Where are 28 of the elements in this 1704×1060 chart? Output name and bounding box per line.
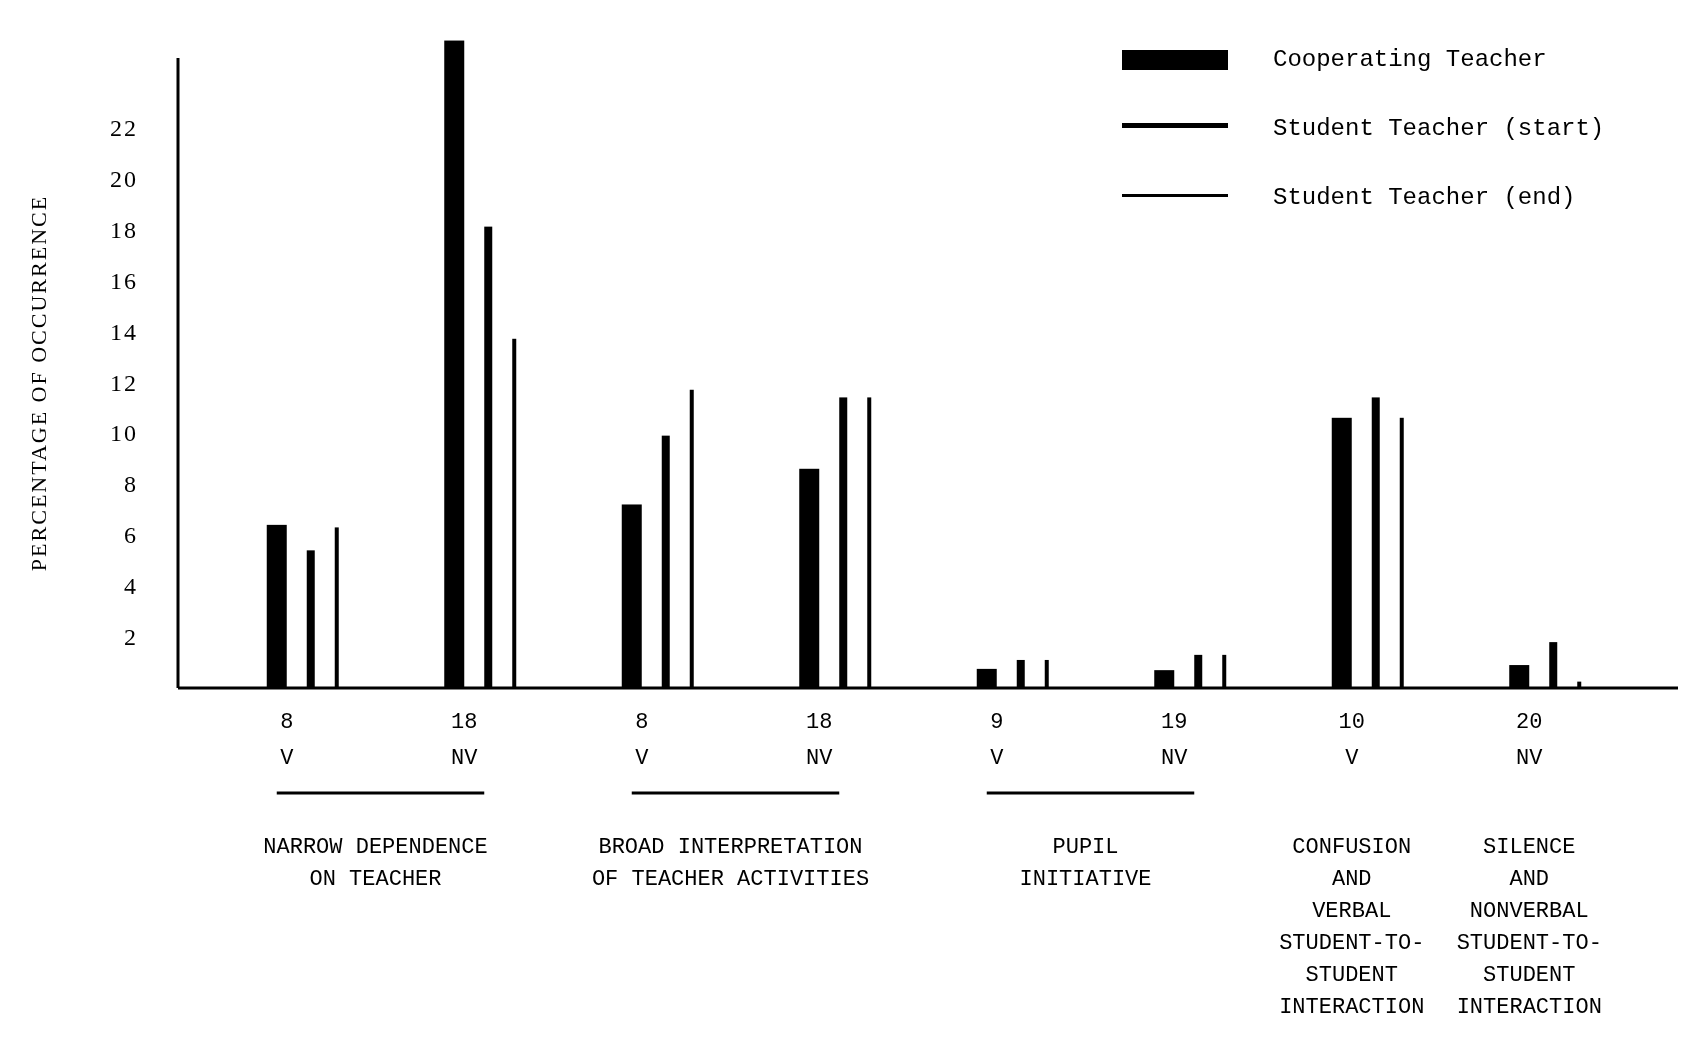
y-tick-label: 10: [110, 420, 138, 447]
y-tick-label: 14: [110, 318, 138, 345]
legend-label: Student Teacher (end): [1273, 184, 1576, 212]
text: BROAD INTERPRETATION OF TEACHER ACTIVITIES: [591, 835, 870, 892]
x-tick-label: 8 V: [280, 710, 295, 771]
y-tick-label: 4: [124, 573, 138, 600]
legend-label: Cooperating Teacher: [1273, 46, 1547, 74]
x-tick-label: 18 NV: [806, 710, 834, 771]
text: CONFUSION AND VERBAL STUDENT-TO- STUDENT INTERACTION: [1279, 835, 1425, 1020]
text: NARROW DEPENDENCE ON TEACHER: [263, 835, 488, 892]
y-tick-label: 20: [110, 165, 138, 192]
y-tick-label: 22: [110, 114, 138, 141]
y-tick-label: 18: [110, 216, 138, 243]
y-tick-label: 6: [124, 522, 138, 549]
y-tick-label: 16: [110, 267, 138, 294]
x-tick-label: 20 NV: [1516, 710, 1544, 771]
x-tick-label: 10 V: [1338, 710, 1365, 771]
x-tick-label: 18 NV: [451, 710, 479, 771]
y-axis-title: PERCENTAGE OF OCCURRENCE: [26, 194, 51, 572]
x-tick-label: 9 V: [990, 710, 1005, 771]
legend-label: Student Teacher (start): [1273, 115, 1605, 143]
x-tick-label: 8 V: [635, 710, 650, 771]
text: SILENCE AND NONVERBAL STUDENT-TO- STUDENT INTERACTION: [1456, 835, 1602, 1020]
y-tick-label: 2: [124, 624, 138, 651]
text: PUPIL INITIATIVE: [1019, 835, 1152, 892]
y-tick-label: 12: [110, 369, 138, 396]
x-tick-label: 19 NV: [1161, 710, 1189, 771]
y-tick-label: 8: [124, 471, 138, 498]
